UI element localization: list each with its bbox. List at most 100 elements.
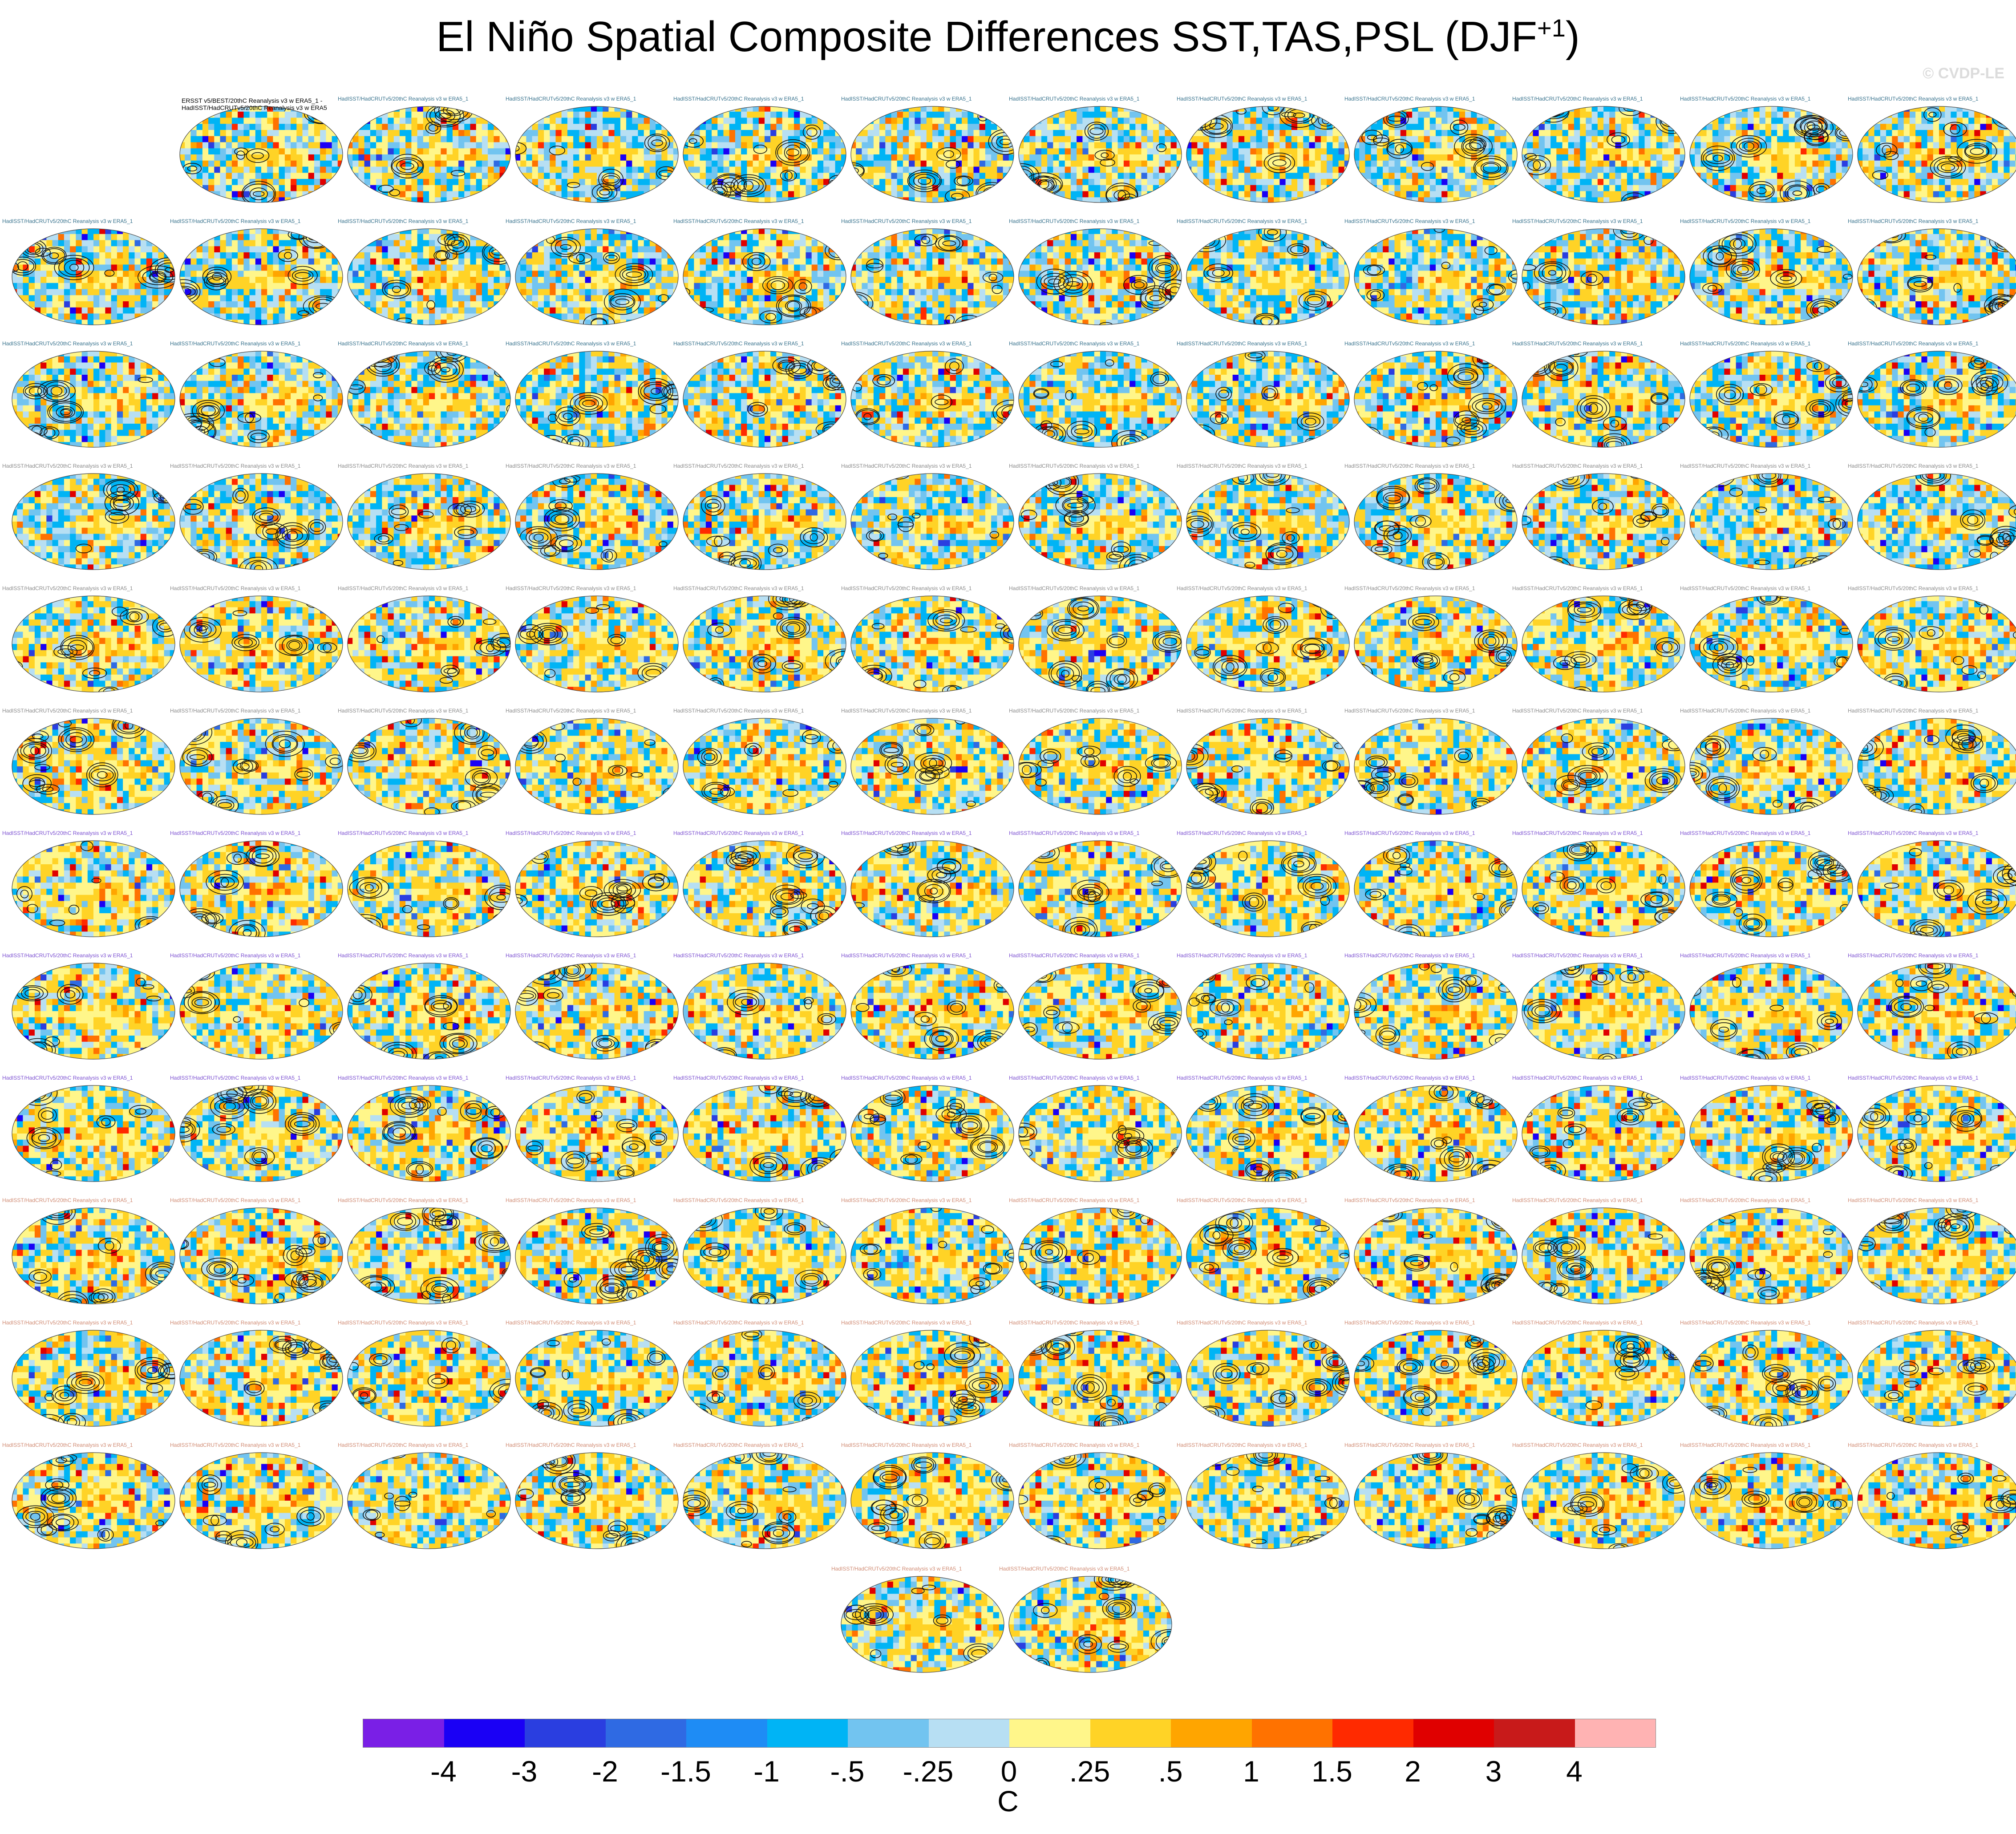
panel-label: HadISST/HadCRUTv5/20thC Reanalysis v3 w … xyxy=(1848,1320,2016,1326)
colorbar-tick-label: -1.5 xyxy=(660,1756,711,1787)
global-map xyxy=(850,717,1015,815)
panel-label: HadISST/HadCRUTv5/20thC Reanalysis v3 w … xyxy=(2,586,189,591)
map-panel: HadISST/HadCRUTv5/20thC Reanalysis v3 w … xyxy=(1857,840,2016,938)
panel-label: HadISST/HadCRUTv5/20thC Reanalysis v3 w … xyxy=(1009,1075,1196,1081)
global-map xyxy=(1018,228,1182,326)
panel-label: HadISST/HadCRUTv5/20thC Reanalysis v3 w … xyxy=(506,219,692,224)
panel-label: HadISST/HadCRUTv5/20thC Reanalysis v3 w … xyxy=(673,953,860,959)
map-panel: HadISST/HadCRUTv5/20thC Reanalysis v3 w … xyxy=(1186,1207,1350,1305)
panel-label: HadISST/HadCRUTv5/20thC Reanalysis v3 w … xyxy=(1177,341,1364,347)
panel-label: HadISST/HadCRUTv5/20thC Reanalysis v3 w … xyxy=(841,1442,1028,1448)
panel-label: HadISST/HadCRUTv5/20thC Reanalysis v3 w … xyxy=(1344,830,1531,836)
map-panel: HadISST/HadCRUTv5/20thC Reanalysis v3 w … xyxy=(1857,1329,2016,1427)
panel-label: HadISST/HadCRUTv5/20thC Reanalysis v3 w … xyxy=(170,219,357,224)
global-map xyxy=(179,228,344,326)
map-panel: HadISST/HadCRUTv5/20thC Reanalysis v3 w … xyxy=(850,473,1015,571)
map-panel: HadISST/HadCRUTv5/20thC Reanalysis v3 w … xyxy=(1353,1207,1518,1305)
panel-label: HadISST/HadCRUTv5/20thC Reanalysis v3 w … xyxy=(673,1075,860,1081)
map-panel: HadISST/HadCRUTv5/20thC Reanalysis v3 w … xyxy=(850,1207,1015,1305)
panel-label: HadISST/HadCRUTv5/20thC Reanalysis v3 w … xyxy=(338,830,525,836)
global-map xyxy=(682,1452,847,1550)
map-panel: HadISST/HadCRUTv5/20thC Reanalysis v3 w … xyxy=(1521,962,1686,1060)
colorbar-tick-label: 4 xyxy=(1566,1756,1583,1787)
map-panel: HadISST/HadCRUTv5/20thC Reanalysis v3 w … xyxy=(1689,473,1854,571)
map-panel: HadISST/HadCRUTv5/20thC Reanalysis v3 w … xyxy=(347,840,511,938)
global-map xyxy=(347,1085,511,1182)
global-map xyxy=(1857,1329,2016,1427)
map-panel: HadISST/HadCRUTv5/20thC Reanalysis v3 w … xyxy=(514,350,679,448)
global-map xyxy=(1018,1452,1182,1550)
global-map xyxy=(11,1329,176,1427)
global-map xyxy=(11,840,176,938)
global-map xyxy=(682,473,847,571)
global-map xyxy=(514,1085,679,1182)
map-panel: HadISST/HadCRUTv5/20thC Reanalysis v3 w … xyxy=(514,105,679,203)
panel-label: HadISST/HadCRUTv5/20thC Reanalysis v3 w … xyxy=(1680,586,1867,591)
map-panel: HadISST/HadCRUTv5/20thC Reanalysis v3 w … xyxy=(850,717,1015,815)
global-map xyxy=(1018,962,1182,1060)
global-map xyxy=(1857,105,2016,203)
map-panel: HadISST/HadCRUTv5/20thC Reanalysis v3 w … xyxy=(179,228,344,326)
panel-label: HadISST/HadCRUTv5/20thC Reanalysis v3 w … xyxy=(831,1566,1018,1572)
colorbar-swatch xyxy=(686,1719,767,1747)
colorbar-swatch xyxy=(848,1719,929,1747)
panel-label: HadISST/HadCRUTv5/20thC Reanalysis v3 w … xyxy=(673,1198,860,1203)
map-panel: HadISST/HadCRUTv5/20thC Reanalysis v3 w … xyxy=(179,595,344,693)
global-map xyxy=(1689,1085,1854,1182)
colorbar-swatch xyxy=(1413,1719,1494,1747)
colorbar-tick-label: 3 xyxy=(1486,1756,1502,1787)
panel-label: HadISST/HadCRUTv5/20thC Reanalysis v3 w … xyxy=(1512,708,1699,714)
global-map xyxy=(514,962,679,1060)
map-panel: HadISST/HadCRUTv5/20thC Reanalysis v3 w … xyxy=(1353,595,1518,693)
map-panel: HadISST/HadCRUTv5/20thC Reanalysis v3 w … xyxy=(1186,350,1350,448)
map-panel: HadISST/HadCRUTv5/20thC Reanalysis v3 w … xyxy=(682,1207,847,1305)
map-panel: HadISST/HadCRUTv5/20thC Reanalysis v3 w … xyxy=(347,228,511,326)
panel-label: HadISST/HadCRUTv5/20thC Reanalysis v3 w … xyxy=(1177,953,1364,959)
map-panel xyxy=(179,105,344,203)
panel-label: HadISST/HadCRUTv5/20thC Reanalysis v3 w … xyxy=(1512,830,1699,836)
panel-label: HadISST/HadCRUTv5/20thC Reanalysis v3 w … xyxy=(338,586,525,591)
global-map xyxy=(1521,1085,1686,1182)
panel-label: HadISST/HadCRUTv5/20thC Reanalysis v3 w … xyxy=(1848,219,2016,224)
map-panel: HadISST/HadCRUTv5/20thC Reanalysis v3 w … xyxy=(1857,962,2016,1060)
map-panel: HadISST/HadCRUTv5/20thC Reanalysis v3 w … xyxy=(514,228,679,326)
global-map xyxy=(1689,228,1854,326)
map-panel: HadISST/HadCRUTv5/20thC Reanalysis v3 w … xyxy=(179,1085,344,1182)
global-map xyxy=(1353,840,1518,938)
map-panel: HadISST/HadCRUTv5/20thC Reanalysis v3 w … xyxy=(1186,595,1350,693)
map-panel: HadISST/HadCRUTv5/20thC Reanalysis v3 w … xyxy=(850,595,1015,693)
map-panel: HadISST/HadCRUTv5/20thC Reanalysis v3 w … xyxy=(179,1452,344,1550)
panel-label: HadISST/HadCRUTv5/20thC Reanalysis v3 w … xyxy=(1680,1442,1867,1448)
global-map xyxy=(850,473,1015,571)
global-map xyxy=(179,962,344,1060)
map-panel: HadISST/HadCRUTv5/20thC Reanalysis v3 w … xyxy=(1521,1329,1686,1427)
map-panel: HadISST/HadCRUTv5/20thC Reanalysis v3 w … xyxy=(347,105,511,203)
global-map xyxy=(1689,473,1854,571)
panel-label: HadISST/HadCRUTv5/20thC Reanalysis v3 w … xyxy=(1848,1198,2016,1203)
map-panel: HadISST/HadCRUTv5/20thC Reanalysis v3 w … xyxy=(1689,350,1854,448)
global-map xyxy=(347,1452,511,1550)
map-panel: HadISST/HadCRUTv5/20thC Reanalysis v3 w … xyxy=(1521,350,1686,448)
panel-label: HadISST/HadCRUTv5/20thC Reanalysis v3 w … xyxy=(673,830,860,836)
map-panel: HadISST/HadCRUTv5/20thC Reanalysis v3 w … xyxy=(1353,840,1518,938)
panel-label: HadISST/HadCRUTv5/20thC Reanalysis v3 w … xyxy=(1344,586,1531,591)
global-map xyxy=(1186,962,1350,1060)
global-map xyxy=(11,473,176,571)
global-map xyxy=(682,595,847,693)
map-panel: HadISST/HadCRUTv5/20thC Reanalysis v3 w … xyxy=(1353,1452,1518,1550)
map-panel: HadISST/HadCRUTv5/20thC Reanalysis v3 w … xyxy=(179,1329,344,1427)
map-panel: HadISST/HadCRUTv5/20thC Reanalysis v3 w … xyxy=(347,1452,511,1550)
global-map xyxy=(1186,1452,1350,1550)
map-panel: HadISST/HadCRUTv5/20thC Reanalysis v3 w … xyxy=(347,595,511,693)
global-map xyxy=(1689,595,1854,693)
map-panel: HadISST/HadCRUTv5/20thC Reanalysis v3 w … xyxy=(682,717,847,815)
map-panel: HadISST/HadCRUTv5/20thC Reanalysis v3 w … xyxy=(682,228,847,326)
map-panel: HadISST/HadCRUTv5/20thC Reanalysis v3 w … xyxy=(347,962,511,1060)
map-panel: HadISST/HadCRUTv5/20thC Reanalysis v3 w … xyxy=(840,1575,1005,1673)
panel-label: HadISST/HadCRUTv5/20thC Reanalysis v3 w … xyxy=(1848,586,2016,591)
global-map xyxy=(850,105,1015,203)
global-map xyxy=(11,1452,176,1550)
panel-label: HadISST/HadCRUTv5/20thC Reanalysis v3 w … xyxy=(1009,341,1196,347)
map-panel: HadISST/HadCRUTv5/20thC Reanalysis v3 w … xyxy=(1857,350,2016,448)
global-map xyxy=(1689,962,1854,1060)
